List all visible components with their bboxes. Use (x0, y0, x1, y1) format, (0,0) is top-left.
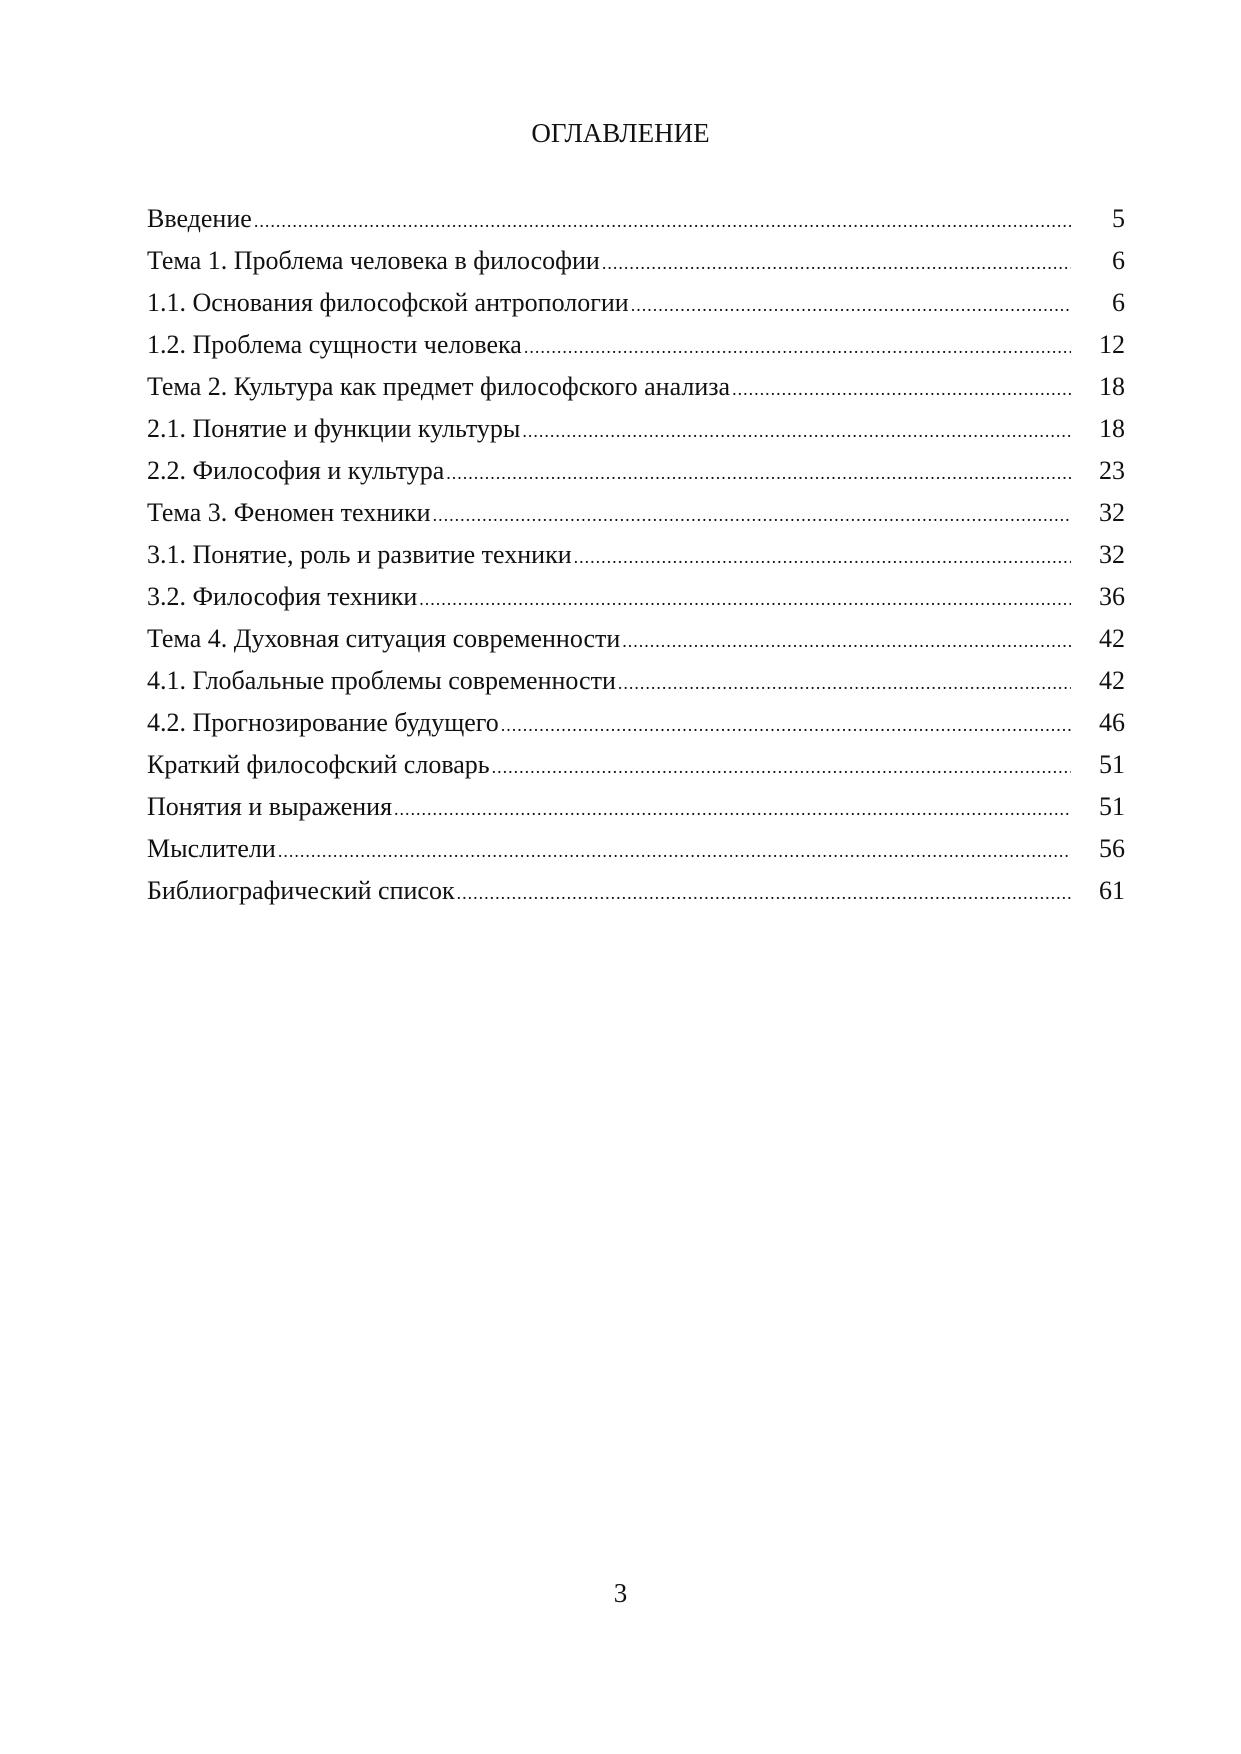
toc-entry[interactable]: Краткий философский словарь 51 (147, 744, 1125, 786)
toc-entry-label: Тема 1. Проблема человека в философии (147, 246, 600, 275)
dot-leader (524, 326, 1071, 368)
dot-leader (574, 536, 1071, 578)
toc-entry-page: 56 (1099, 834, 1125, 863)
toc-entry-page: 51 (1099, 750, 1125, 779)
toc-entry-label: Краткий философский словарь (147, 750, 490, 779)
toc-entry-label: Библиографический список (147, 876, 455, 905)
toc-entry-page: 51 (1099, 792, 1125, 821)
toc-entry-label: Мыслители (147, 834, 276, 863)
table-of-contents: Введение 5 Тема 1. Проблема человека в фил… (147, 198, 1125, 912)
dot-leader (732, 368, 1071, 410)
dot-leader (631, 284, 1071, 326)
toc-entry[interactable]: 4.1. Глобальные проблемы современности 42 (147, 660, 1125, 702)
toc-entry-page: 6 (1112, 246, 1125, 275)
toc-entry-label: Тема 4. Духовная ситуация современности (147, 624, 621, 653)
page-number: 3 (613, 1578, 628, 1608)
toc-entry[interactable]: 3.1. Понятие, роль и развитие техники 32 (147, 534, 1125, 576)
dot-leader (492, 746, 1071, 788)
toc-entry[interactable]: 1.1. Основания философской антропологии 6 (147, 282, 1125, 324)
dot-leader (522, 410, 1071, 452)
toc-entry-label: 3.1. Понятие, роль и развитие техники (147, 540, 572, 569)
toc-entry-label: 4.2. Прогнозирование будущего (147, 708, 499, 737)
toc-entry-page: 18 (1099, 372, 1125, 401)
dot-leader (394, 788, 1071, 830)
toc-entry[interactable]: Тема 1. Проблема человека в философии 6 (147, 240, 1125, 282)
toc-entry[interactable]: 2.1. Понятие и функции культуры 18 (147, 408, 1125, 450)
toc-entry-page: 23 (1099, 456, 1125, 485)
toc-entry-page: 46 (1099, 708, 1125, 737)
dot-leader (602, 242, 1071, 284)
toc-entry-page: 42 (1099, 624, 1125, 653)
toc-entry-label: 2.2. Философия и культура (147, 456, 445, 485)
toc-entry[interactable]: Тема 3. Феномен техники 32 (147, 492, 1125, 534)
toc-entry[interactable]: Библиографический список 61 (147, 870, 1125, 912)
toc-entry-page: 18 (1099, 414, 1125, 443)
toc-entry[interactable]: Тема 2. Культура как предмет философског… (147, 366, 1125, 408)
dot-leader (278, 830, 1071, 872)
toc-entry-label: Понятия и выражения (147, 792, 393, 821)
toc-entry-label: Тема 3. Феномен техники (147, 498, 431, 527)
dot-leader (254, 200, 1071, 242)
toc-entry-label: 1.1. Основания философской антропологии (147, 288, 629, 317)
dot-leader (501, 704, 1071, 746)
toc-entry-page: 36 (1099, 582, 1125, 611)
dot-leader (457, 872, 1071, 914)
dot-leader (622, 620, 1071, 662)
toc-entry-page: 6 (1112, 288, 1125, 317)
dot-leader (446, 452, 1071, 494)
toc-entry-page: 32 (1099, 540, 1125, 569)
toc-entry-page: 61 (1099, 876, 1125, 905)
toc-entry-label: 3.2. Философия техники (147, 582, 418, 611)
dot-leader (433, 494, 1071, 536)
toc-entry[interactable]: 3.2. Философия техники 36 (147, 576, 1125, 618)
toc-entry[interactable]: Понятия и выражения 51 (147, 786, 1125, 828)
toc-entry[interactable]: Мыслители 56 (147, 828, 1125, 870)
dot-leader (419, 578, 1071, 620)
toc-entry[interactable]: 4.2. Прогнозирование будущего 46 (147, 702, 1125, 744)
toc-entry-label: 1.2. Проблема сущности человека (147, 330, 522, 359)
dot-leader (618, 662, 1071, 704)
toc-entry-page: 12 (1099, 330, 1125, 359)
toc-entry[interactable]: Тема 4. Духовная ситуация современности 4… (147, 618, 1125, 660)
toc-entry-page: 42 (1099, 666, 1125, 695)
toc-entry-label: Введение (147, 204, 252, 233)
toc-entry-label: 2.1. Понятие и функции культуры (147, 414, 521, 443)
toc-entry-page: 5 (1112, 204, 1125, 233)
toc-title: ОГЛАВЛЕНИЕ (531, 118, 710, 148)
toc-entry[interactable]: 2.2. Философия и культура 23 (147, 450, 1125, 492)
toc-entry-label: Тема 2. Культура как предмет философског… (147, 372, 731, 401)
toc-entry[interactable]: Введение 5 (147, 198, 1125, 240)
toc-entry[interactable]: 1.2. Проблема сущности человека 12 (147, 324, 1125, 366)
toc-entry-label: 4.1. Глобальные проблемы современности (147, 666, 616, 695)
toc-entry-page: 32 (1099, 498, 1125, 527)
